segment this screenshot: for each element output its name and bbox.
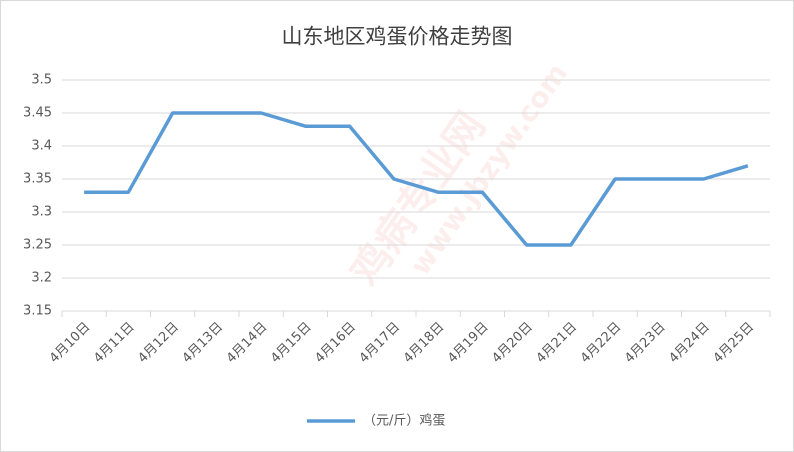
y-tick-label: 3.2: [31, 271, 52, 286]
y-tick-label: 3.3: [31, 205, 52, 220]
chart-title: 山东地区鸡蛋价格走势图: [282, 25, 513, 49]
y-tick-label: 3.4: [31, 139, 52, 154]
y-tick-label: 3.25: [23, 238, 52, 253]
line: [84, 111, 749, 247]
y-tick-label: 3.15: [23, 304, 52, 319]
y-tick-label: 3.45: [23, 106, 52, 121]
y-tick-label: 3.35: [23, 172, 52, 187]
y-tick-label: 3.5: [31, 73, 52, 88]
legend-label: （元/斤）鸡蛋: [363, 413, 445, 429]
